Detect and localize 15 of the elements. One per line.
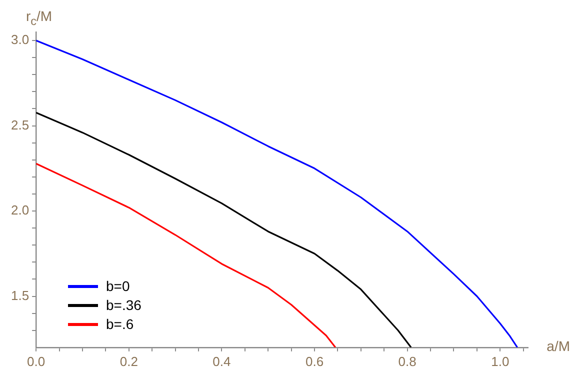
x-tick-label: 1.0 bbox=[491, 354, 510, 369]
legend-label: b=0 bbox=[106, 278, 130, 294]
y-tick-label: 2.5 bbox=[10, 117, 30, 132]
x-tick-label: 0.2 bbox=[120, 354, 138, 369]
x-tick-label: 0.6 bbox=[305, 354, 324, 369]
x-axis-title: a/M bbox=[546, 338, 570, 354]
y-axis-title: r$_{c}$/M bbox=[26, 8, 52, 28]
y-tick-label: 3.0 bbox=[10, 32, 30, 48]
legend-label: b=.6 bbox=[106, 316, 134, 332]
x-tick-label: 0.0 bbox=[27, 354, 46, 369]
y-tick-label: 1.5 bbox=[10, 288, 30, 303]
legend-label: b=.36 bbox=[106, 297, 142, 313]
x-tick-label: 0.8 bbox=[398, 354, 416, 369]
x-tick-label: 0.4 bbox=[212, 354, 231, 369]
y-tick-label: 2.0 bbox=[10, 202, 30, 218]
